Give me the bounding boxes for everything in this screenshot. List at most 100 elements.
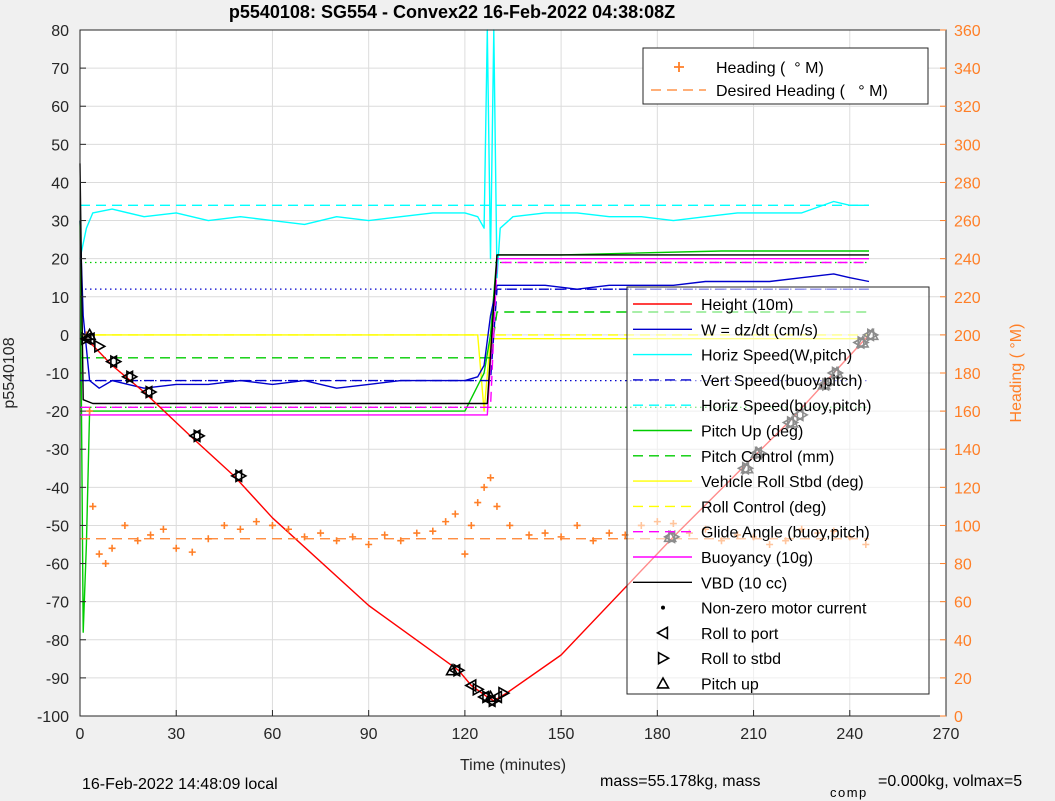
- legend-label: Pitch up: [701, 677, 759, 694]
- y-tick-label: 20: [51, 252, 69, 269]
- legend-label: Pitch Control (mm): [701, 449, 834, 466]
- roll-to-stbd-marker: [482, 690, 495, 704]
- pitch-up-marker: [445, 663, 459, 676]
- heading-point: [429, 527, 437, 535]
- y-tick-label: -30: [46, 442, 69, 459]
- y2-tick-label: 280: [954, 175, 981, 192]
- legend-label: Pitch Up (deg): [701, 424, 803, 441]
- y-tick-label: -90: [46, 671, 69, 688]
- heading-point: [204, 535, 212, 543]
- heading-point: [349, 533, 357, 541]
- heading-point: [493, 502, 501, 510]
- heading-point: [467, 521, 475, 529]
- heading-point: [301, 533, 309, 541]
- heading-point: [506, 521, 514, 529]
- x-tick-label: 60: [264, 726, 282, 743]
- heading-point: [268, 521, 276, 529]
- heading-point: [89, 502, 97, 510]
- legend-heading-symbol: [674, 62, 684, 72]
- y2-tick-label: 0: [954, 709, 963, 726]
- y2-tick-label: 80: [954, 557, 972, 574]
- heading-point: [147, 531, 155, 539]
- heading-point: [474, 499, 482, 507]
- y-tick-label: 80: [51, 23, 69, 40]
- heading-point: [333, 537, 341, 545]
- legend-label: Vehicle Roll Stbd (deg): [701, 474, 864, 491]
- heading-point: [236, 525, 244, 533]
- series-line: [80, 311, 869, 359]
- y-tick-label: -40: [46, 480, 69, 497]
- legend-label: Horiz Speed(W,pitch): [701, 348, 852, 365]
- y-tick-label: -70: [46, 595, 69, 612]
- series-line: [79, 163, 869, 405]
- y-axis-right: 0 20 40 60 80 100 120 140 160 180 200 220 240 260 280 3…: [940, 23, 981, 726]
- y-tick-label: 70: [51, 61, 69, 78]
- roll-to-stbd-marker: [472, 682, 485, 697]
- roll-to-stbd-marker: [498, 686, 511, 700]
- heading-point: [573, 521, 581, 529]
- x-tick-label: 180: [644, 726, 671, 743]
- y2-tick-label: 220: [954, 290, 981, 307]
- main-legend: Height (10m) W = dz/dt (cm/s) Horiz Speed(…: [626, 286, 930, 695]
- heading-point: [252, 518, 260, 526]
- y-tick-label: -60: [46, 557, 69, 574]
- heading-point: [605, 529, 613, 537]
- legend-label: Glide Angle (buoy,pitch): [701, 525, 870, 542]
- legend-label: W = dz/dt (cm/s): [701, 322, 818, 339]
- heading-point: [381, 531, 389, 539]
- x-axis-label: Time (minutes): [460, 757, 566, 774]
- roll-to-stbd-marker: [126, 369, 139, 384]
- heading-point: [159, 525, 167, 533]
- y2-tick-label: 300: [954, 137, 981, 154]
- legend-label: Roll to stbd: [701, 651, 781, 668]
- series-line: [80, 288, 869, 382]
- y2-tick-label: 260: [954, 214, 981, 231]
- y2-tick-label: 360: [954, 23, 981, 40]
- heading-point: [557, 533, 565, 541]
- y2-tick-label: 120: [954, 480, 981, 497]
- x-tick-label: 270: [933, 726, 960, 743]
- y-axis-label: p5540108: [1, 337, 18, 408]
- y2-tick-label: 20: [954, 671, 972, 688]
- legend-label: Roll to port: [701, 626, 779, 643]
- roll-to-stbd-marker: [81, 331, 94, 346]
- heading-point: [413, 529, 421, 537]
- y2-tick-label: 160: [954, 404, 981, 421]
- x-tick-label: 30: [167, 726, 185, 743]
- roll-to-stbd-marker: [94, 339, 107, 354]
- y2-tick-label: 320: [954, 99, 981, 116]
- y2-tick-label: 140: [954, 442, 981, 459]
- legend-label: Vert Speed(buoy,pitch): [701, 373, 863, 390]
- x-axis: 0 30 60 90 120 150 180 210 240 270: [76, 710, 960, 743]
- y-tick-label: 50: [51, 137, 69, 154]
- heading-point: [172, 544, 180, 552]
- legend-label: Roll Control (deg): [701, 499, 826, 516]
- heading-point: [284, 525, 292, 533]
- roll-to-stbd-marker: [193, 429, 206, 443]
- footer-volmax: =0.000kg, volmax=5: [878, 773, 1022, 790]
- y2-tick-label: 200: [954, 328, 981, 345]
- x-tick-label: 210: [740, 726, 767, 743]
- pitch-up-marker: [483, 689, 498, 703]
- heading-point: [365, 541, 373, 548]
- heading-point: [541, 529, 549, 537]
- y2-tick-label: 340: [954, 61, 981, 78]
- heading-point: [86, 407, 94, 415]
- y2-tick-label: 180: [954, 366, 981, 383]
- roll-to-stbd-marker: [145, 385, 158, 399]
- y-tick-label: -20: [46, 404, 69, 421]
- y2-tick-label: 40: [954, 633, 972, 650]
- legend-triangle-symbol: [655, 626, 669, 640]
- y2-tick-label: 60: [954, 595, 972, 612]
- heading-point: [589, 537, 597, 545]
- heading-point: [188, 548, 196, 556]
- chart-title: p5540108: SG554 - Convex22 16-Feb-2022 0…: [229, 2, 675, 22]
- heading-point: [487, 474, 495, 482]
- heading-legend: Heading ( ° M) Desired Heading ( ° M): [642, 47, 929, 105]
- roll-to-stbd-marker: [453, 663, 466, 678]
- legend-label: Desired Heading ( ° M): [716, 83, 888, 100]
- legend-label: VBD (10 cc): [701, 575, 787, 592]
- legend-label: Height (10m): [701, 297, 793, 314]
- heading-point: [451, 510, 459, 518]
